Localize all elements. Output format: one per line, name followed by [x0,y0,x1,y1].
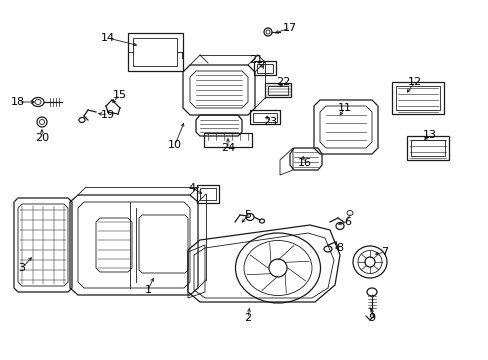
Bar [257,63,272,72]
Text: 14: 14 [101,33,115,43]
Text: 20: 20 [35,133,49,143]
Bar [267,85,287,94]
Text: 10: 10 [168,140,182,150]
Text: 9: 9 [367,313,375,323]
Bar [200,188,216,200]
Text: 4: 4 [188,183,195,193]
Bar [264,83,290,97]
Text: 2: 2 [244,313,251,323]
Text: 1: 1 [144,285,151,295]
Bar [253,61,275,75]
Text: 21: 21 [248,55,263,65]
Bar [252,112,276,122]
Text: 7: 7 [381,247,388,257]
Text: 8: 8 [336,243,343,253]
Text: 3: 3 [19,263,25,273]
Text: 23: 23 [263,117,277,127]
Text: 22: 22 [275,77,289,87]
Bar [197,185,219,203]
Bar [410,140,444,156]
Bar [203,133,251,147]
Bar [406,136,448,160]
Text: 15: 15 [113,90,127,100]
Bar [391,82,443,114]
Bar [127,33,182,71]
Text: 11: 11 [337,103,351,113]
Text: 13: 13 [422,130,436,140]
Bar [249,110,280,124]
Bar [133,38,177,66]
Text: 19: 19 [101,110,115,120]
Text: 6: 6 [344,217,351,227]
Text: 12: 12 [407,77,421,87]
Bar [395,86,439,110]
Text: 18: 18 [11,97,25,107]
Text: 16: 16 [297,158,311,168]
Text: 24: 24 [221,143,235,153]
Text: 5: 5 [244,210,251,220]
Text: 17: 17 [283,23,296,33]
